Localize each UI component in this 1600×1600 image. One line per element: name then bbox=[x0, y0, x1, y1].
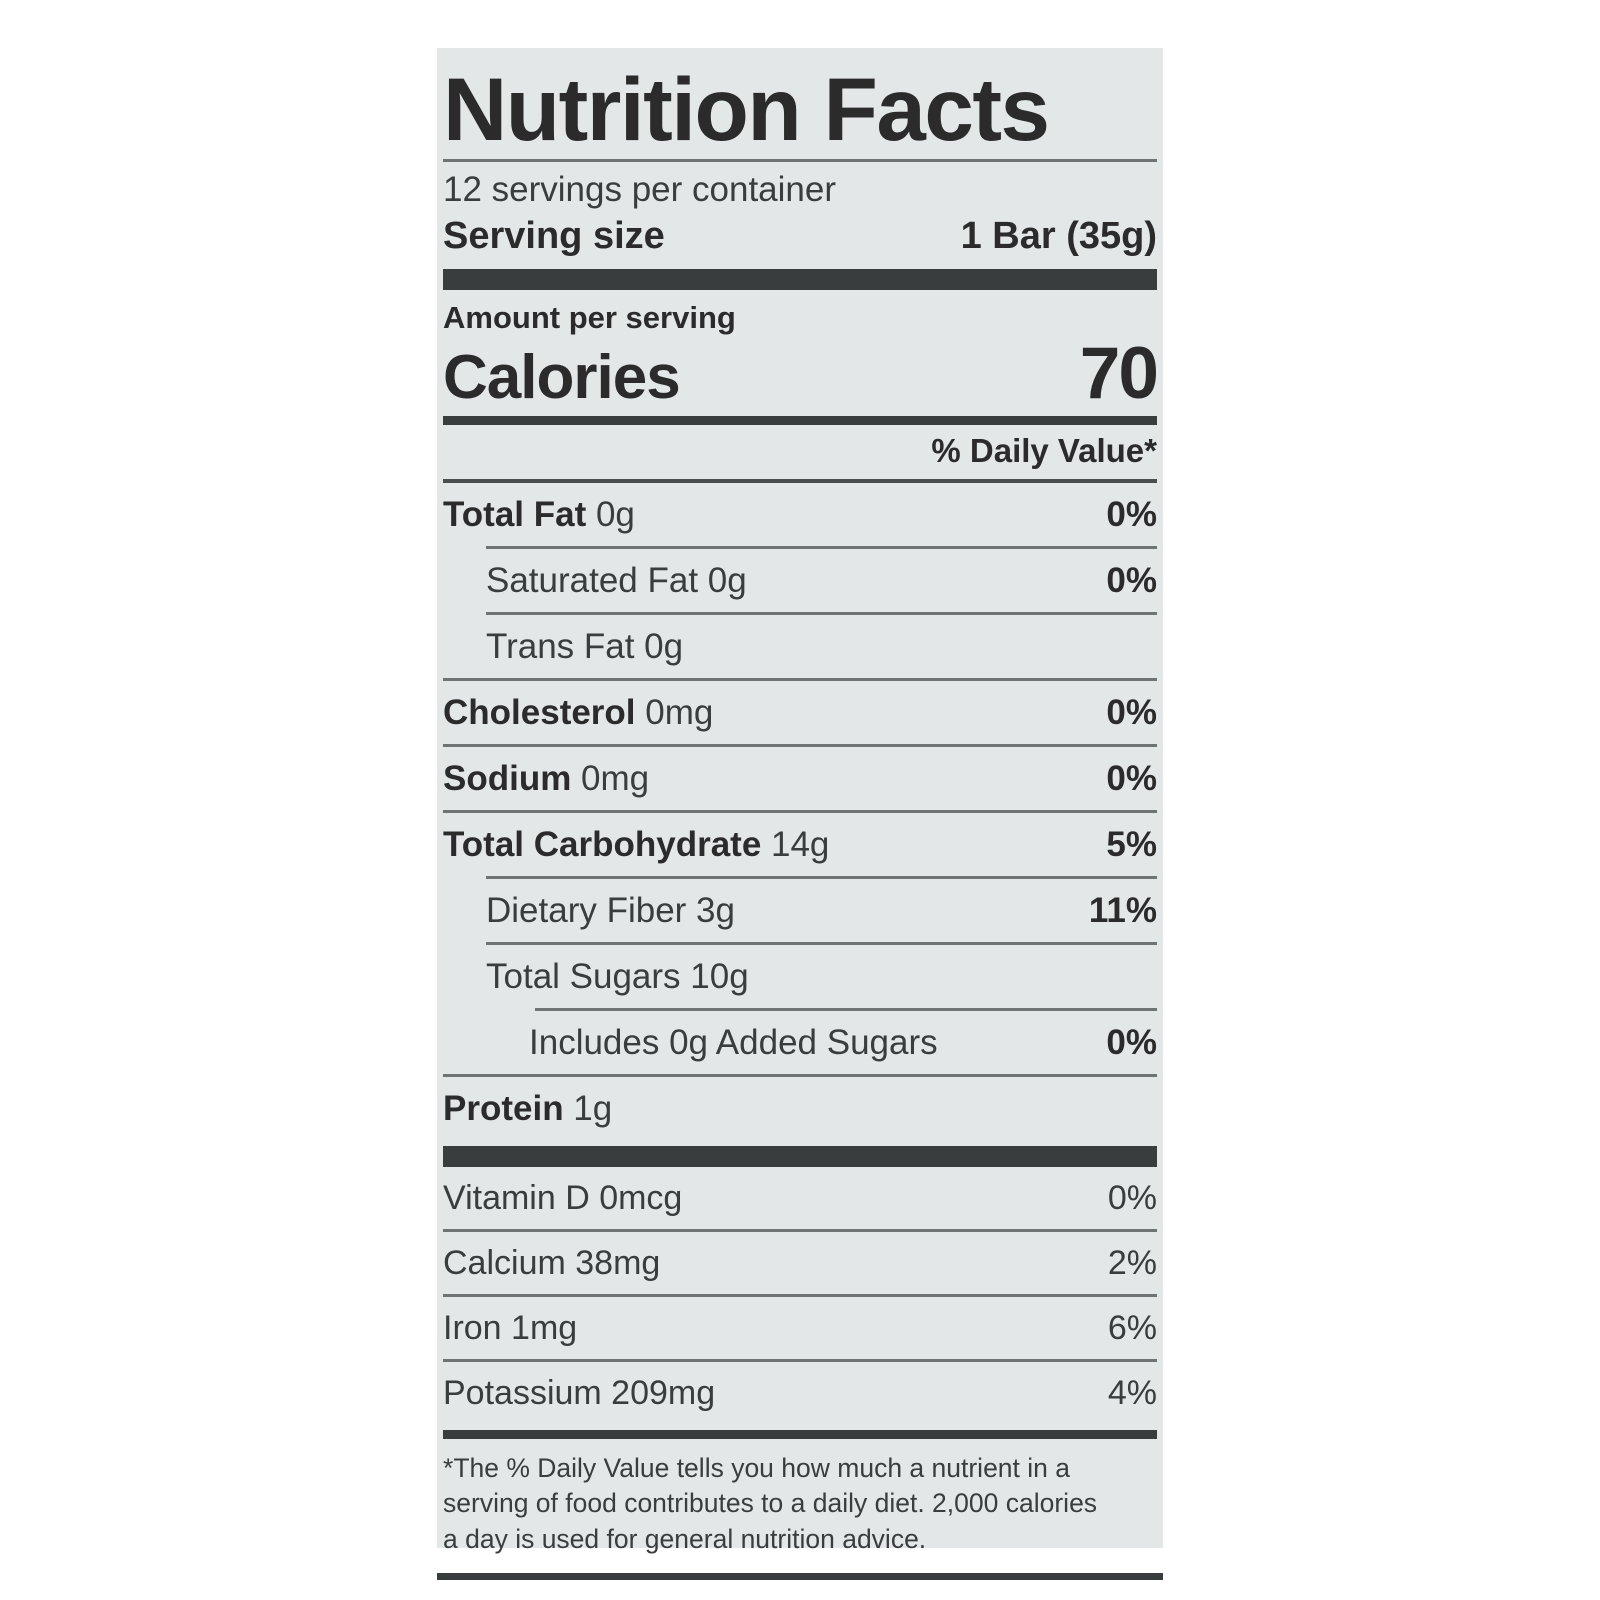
nutrient-name-dietary-fiber: Dietary Fiber 3g bbox=[486, 891, 735, 931]
divider-total-fat bbox=[443, 479, 1157, 484]
daily-value-header: % Daily Value* bbox=[931, 432, 1157, 470]
nutrient-row-sodium: Sodium 0mg 0% bbox=[443, 747, 1157, 810]
warning-note: May contain occasional stem, seed or pit… bbox=[443, 1580, 1103, 1600]
nutrient-name-saturated-fat: Saturated Fat 0g bbox=[486, 561, 747, 601]
divider-protein bbox=[443, 1074, 1157, 1078]
calories-label: Calories bbox=[443, 342, 681, 412]
micronutrient-name-iron: Iron 1mg bbox=[443, 1308, 578, 1347]
micronutrient-name-calcium: Calcium 38mg bbox=[443, 1244, 661, 1283]
divider-total-carbohydrate bbox=[443, 810, 1157, 814]
divider-trans-fat bbox=[486, 612, 1157, 616]
nutrient-name-total-carbohydrate: Total Carbohydrate 14g bbox=[443, 825, 830, 865]
divider-saturated-fat bbox=[486, 546, 1157, 550]
amount-per-serving-label: Amount per serving bbox=[443, 299, 736, 335]
nutrient-name-total-fat: Total Fat 0g bbox=[443, 495, 635, 535]
micronutrient-row-calcium: Calcium 38mg 2% bbox=[443, 1232, 1157, 1294]
servings-per-container: 12 servings per container bbox=[443, 170, 836, 210]
nutrient-pct-dietary-fiber: 11% bbox=[1088, 891, 1157, 931]
nutrient-row-dietary-fiber: Dietary Fiber 3g 11% bbox=[443, 879, 1157, 942]
calories-value: 70 bbox=[1079, 332, 1159, 414]
serving-size-row: Serving size 1 Bar (35g) bbox=[443, 213, 1157, 269]
nutrient-name-protein: Protein 1g bbox=[443, 1089, 613, 1129]
divider-potassium bbox=[443, 1358, 1157, 1362]
nutrient-pct-cholesterol: 0% bbox=[1106, 693, 1157, 733]
nutrient-pct-saturated-fat: 0% bbox=[1106, 561, 1157, 601]
nutrient-row-protein: Protein 1g bbox=[443, 1077, 1157, 1140]
divider-under-calories bbox=[443, 416, 1157, 426]
nutrient-row-total-carbohydrate: Total Carbohydrate 14g 5% bbox=[443, 813, 1157, 876]
nutrient-row-total-fat: Total Fat 0g 0% bbox=[443, 483, 1157, 546]
divider-under-title bbox=[443, 159, 1157, 163]
divider-cholesterol bbox=[443, 678, 1157, 682]
nutrient-row-added-sugars: Includes 0g Added Sugars 0% bbox=[443, 1011, 1157, 1074]
nutrient-pct-total-carbohydrate: 5% bbox=[1106, 825, 1157, 865]
nutrition-facts-label: Nutrition Facts 12 servings per containe… bbox=[437, 48, 1163, 1600]
page-title: Nutrition Facts bbox=[443, 59, 1050, 159]
divider-thick-vitamins bbox=[443, 1146, 1157, 1168]
nutrient-row-cholesterol: Cholesterol 0mg 0% bbox=[443, 681, 1157, 744]
serving-size-label: Serving size bbox=[443, 215, 665, 258]
micronutrient-pct-vitamin-d: 0% bbox=[1107, 1179, 1157, 1218]
nutrient-row-trans-fat: Trans Fat 0g bbox=[443, 615, 1157, 678]
nutrient-pct-added-sugars: 0% bbox=[1106, 1023, 1157, 1063]
divider-dietary-fiber bbox=[486, 876, 1157, 880]
divider-added-sugars bbox=[535, 1008, 1157, 1012]
divider-above-footnote bbox=[443, 1429, 1157, 1439]
micronutrient-row-iron: Iron 1mg 6% bbox=[443, 1297, 1157, 1359]
nutrient-row-saturated-fat: Saturated Fat 0g 0% bbox=[443, 549, 1157, 612]
divider-total-sugars bbox=[486, 942, 1157, 946]
divider-iron bbox=[443, 1293, 1157, 1297]
nutrient-pct-total-fat: 0% bbox=[1106, 495, 1157, 535]
micronutrient-pct-iron: 6% bbox=[1107, 1308, 1157, 1347]
micronutrient-name-vitamin-d: Vitamin D 0mcg bbox=[443, 1179, 683, 1218]
divider-sodium bbox=[443, 744, 1157, 748]
nutrient-name-sodium: Sodium 0mg bbox=[443, 759, 650, 799]
micronutrient-name-potassium: Potassium 209mg bbox=[443, 1373, 716, 1412]
micronutrient-pct-potassium: 4% bbox=[1107, 1373, 1157, 1412]
nutrient-name-trans-fat: Trans Fat 0g bbox=[486, 627, 684, 667]
serving-size-value: 1 Bar (35g) bbox=[960, 215, 1157, 258]
divider-thick-top bbox=[443, 268, 1157, 290]
nutrient-row-total-sugars: Total Sugars 10g bbox=[443, 945, 1157, 1008]
nutrient-name-cholesterol: Cholesterol 0mg bbox=[443, 693, 714, 733]
micronutrient-row-potassium: Potassium 209mg 4% bbox=[443, 1362, 1157, 1424]
micronutrient-row-vitamin-d: Vitamin D 0mcg 0% bbox=[443, 1167, 1157, 1229]
daily-value-footnote: *The % Daily Value tells you how much a … bbox=[443, 1452, 1098, 1554]
nutrient-name-total-sugars: Total Sugars 10g bbox=[486, 957, 749, 997]
calories-row: Calories 70 bbox=[443, 332, 1159, 417]
divider-above-warning bbox=[437, 1573, 1163, 1581]
micronutrient-pct-calcium: 2% bbox=[1107, 1244, 1157, 1283]
nutrient-name-added-sugars: Includes 0g Added Sugars bbox=[529, 1023, 938, 1063]
divider-calcium bbox=[443, 1229, 1157, 1233]
nutrient-pct-sodium: 0% bbox=[1106, 759, 1157, 799]
